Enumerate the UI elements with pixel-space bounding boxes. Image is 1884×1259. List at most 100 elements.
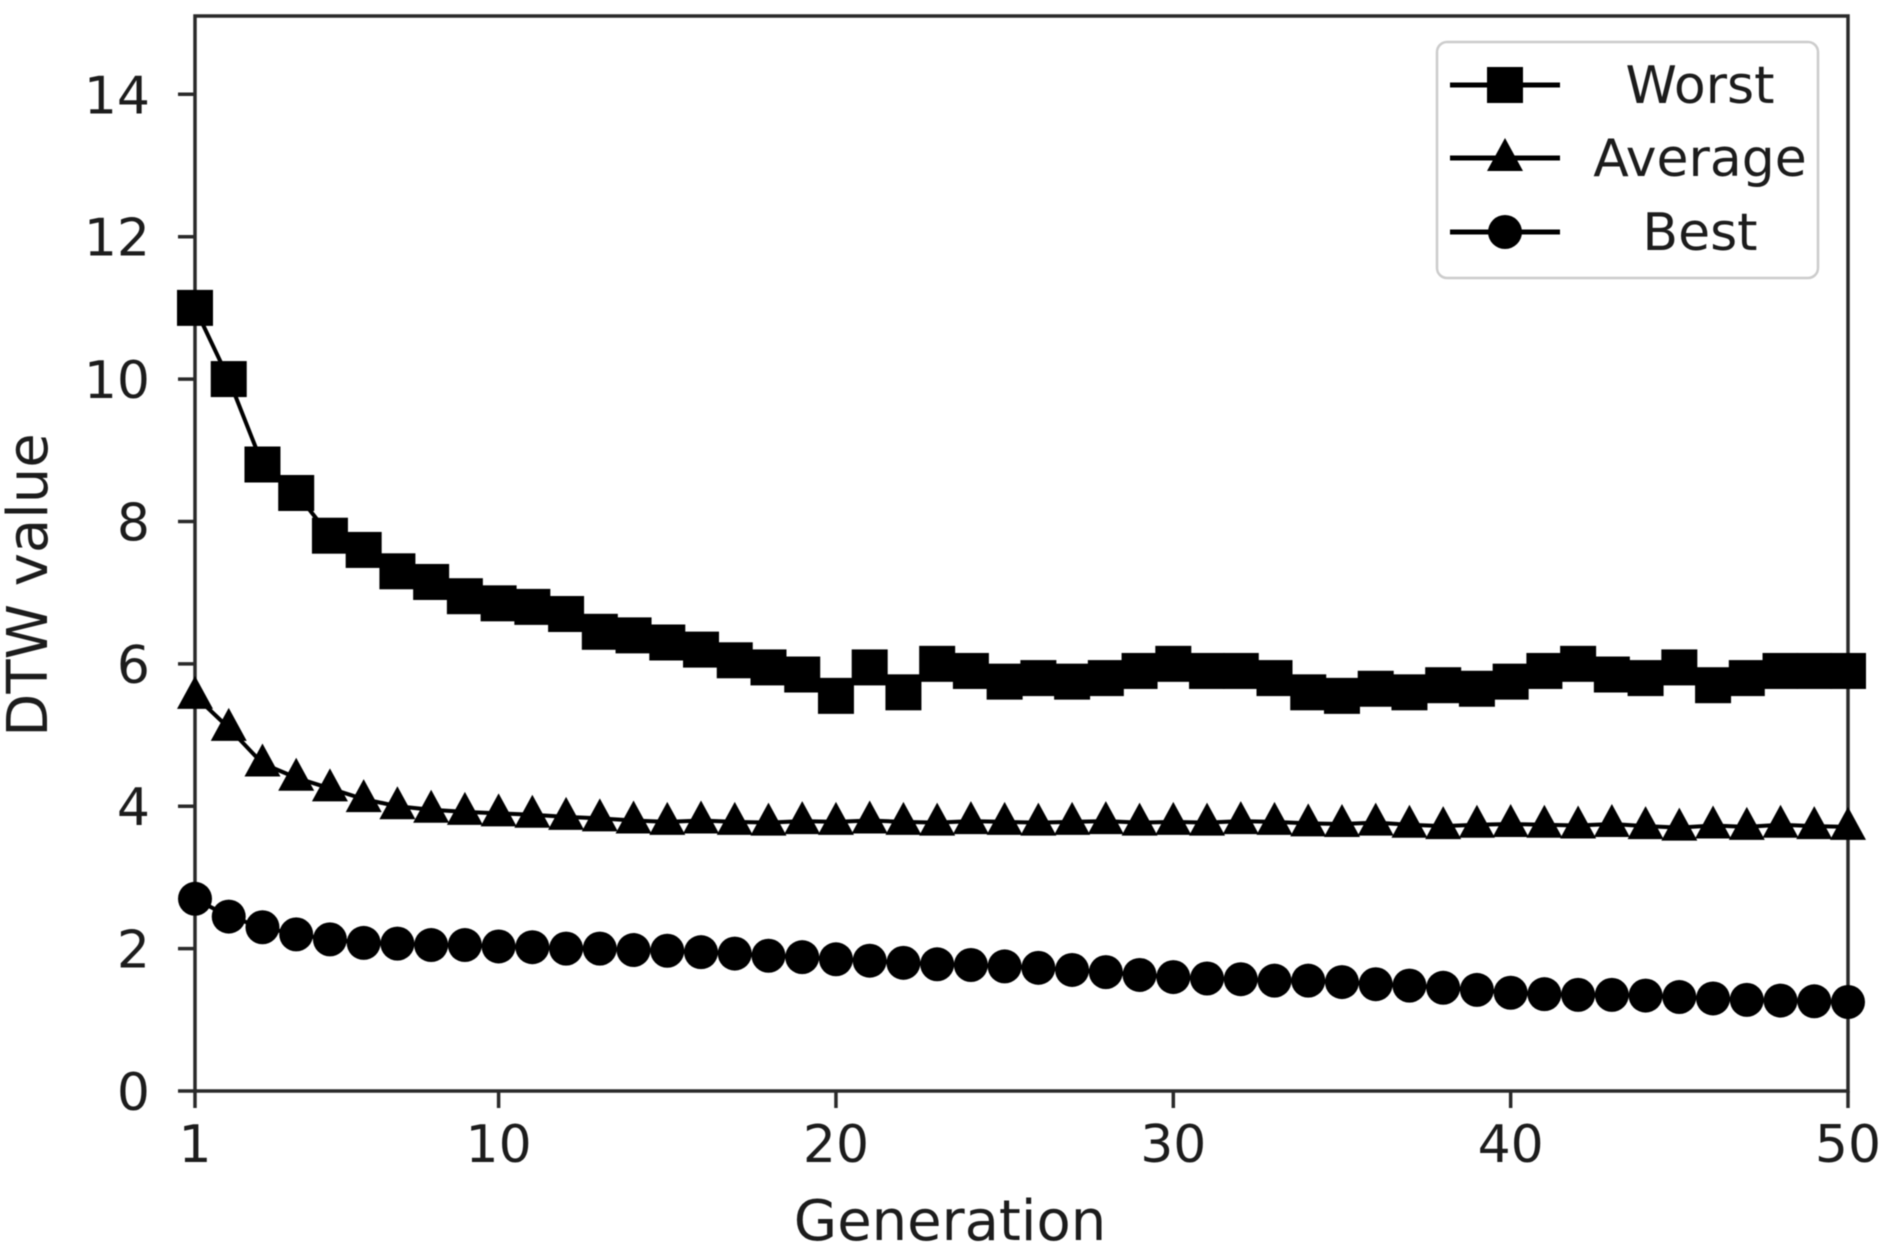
series-average-marker bbox=[1155, 801, 1192, 835]
series-best-marker bbox=[1324, 965, 1359, 1000]
legend: Worst Average Best bbox=[1435, 40, 1820, 280]
series-worst-marker bbox=[1762, 652, 1799, 689]
series-best-marker bbox=[886, 945, 921, 980]
plot-area: 0 2 4 6 8 10 12 14 1 10 20 30 40 50 Worst Average Best bbox=[84, 14, 1881, 1175]
series-best-marker bbox=[1358, 967, 1393, 1002]
series-worst-marker bbox=[919, 645, 956, 682]
series-worst-marker bbox=[1155, 645, 1192, 682]
series-best-marker bbox=[1696, 981, 1731, 1016]
x-tick-label: 20 bbox=[803, 1115, 869, 1175]
series-best-marker bbox=[279, 917, 314, 952]
series-worst-marker bbox=[244, 446, 281, 483]
legend-square-icon bbox=[1487, 67, 1523, 103]
series-worst-marker bbox=[581, 613, 618, 650]
x-axis-label: Generation bbox=[794, 1189, 1106, 1254]
legend-box bbox=[1435, 40, 1820, 280]
series-best-marker bbox=[818, 942, 853, 977]
series-average-marker bbox=[1256, 801, 1293, 835]
x-tick-label: 1 bbox=[178, 1115, 211, 1175]
series-average-marker bbox=[480, 793, 517, 827]
series-worst-marker bbox=[1391, 674, 1428, 711]
series-average-marker bbox=[919, 802, 956, 836]
y-tick-label: 12 bbox=[84, 209, 150, 269]
series-worst-marker bbox=[851, 649, 888, 686]
series-average-marker bbox=[311, 768, 348, 802]
series-average-marker bbox=[1054, 801, 1091, 835]
series-average-marker bbox=[1458, 804, 1495, 838]
series-best-marker bbox=[1223, 962, 1258, 997]
series-worst-marker bbox=[952, 652, 989, 689]
series-worst-marker bbox=[379, 553, 416, 590]
series-worst-marker bbox=[1290, 674, 1327, 711]
series-average-marker bbox=[615, 800, 652, 834]
legend-item-best: Best bbox=[1450, 203, 1758, 263]
series-average-marker bbox=[1323, 804, 1360, 838]
series-best-marker bbox=[1628, 978, 1663, 1013]
series-worst-marker bbox=[345, 531, 382, 568]
series-best-marker bbox=[1156, 960, 1191, 995]
series-worst-marker bbox=[413, 563, 450, 600]
series-average-marker bbox=[851, 800, 888, 834]
series-worst-marker bbox=[278, 474, 315, 511]
series-best-marker bbox=[515, 930, 550, 965]
series-best-marker bbox=[1561, 977, 1596, 1012]
series-best-marker bbox=[852, 943, 887, 978]
legend-label-best: Best bbox=[1642, 203, 1757, 263]
series-worst-marker bbox=[446, 578, 483, 615]
series-best-marker bbox=[312, 922, 347, 957]
series-worst-marker bbox=[683, 631, 720, 668]
y-tick-label: 10 bbox=[84, 351, 150, 411]
y-tick-label: 8 bbox=[117, 493, 150, 553]
series-average-marker bbox=[1189, 802, 1226, 836]
series-worst-marker bbox=[1222, 652, 1259, 689]
series-average-marker bbox=[1425, 806, 1462, 840]
legend-item-worst: Worst bbox=[1450, 56, 1775, 116]
series-worst-marker bbox=[649, 624, 686, 661]
series-average-line bbox=[193, 694, 1849, 830]
series-best-marker bbox=[245, 910, 280, 945]
series-average-marker bbox=[683, 800, 720, 834]
series-worst-marker bbox=[210, 361, 247, 398]
series-worst-marker bbox=[716, 642, 753, 679]
series-best-marker bbox=[1257, 963, 1292, 998]
series-average-marker bbox=[446, 791, 483, 825]
series-average-marker bbox=[1661, 807, 1698, 841]
legend-label-worst: Worst bbox=[1625, 56, 1774, 116]
series-worst-marker bbox=[885, 674, 922, 711]
series-average-marker bbox=[1695, 805, 1732, 839]
series-average-marker bbox=[210, 707, 247, 741]
series-average-marker bbox=[952, 801, 989, 835]
series-average-marker bbox=[548, 796, 585, 830]
series-average-marker bbox=[1121, 802, 1158, 836]
series-best-marker bbox=[1088, 955, 1123, 990]
series-worst-marker bbox=[311, 517, 348, 554]
series-worst-marker bbox=[1323, 677, 1360, 714]
series-best-marker bbox=[1055, 952, 1090, 987]
series-average-marker bbox=[1087, 801, 1124, 835]
series-worst-marker bbox=[1121, 652, 1158, 689]
legend-circle-icon bbox=[1488, 215, 1522, 249]
series-best-marker bbox=[1190, 961, 1225, 996]
series-average-marker bbox=[1728, 806, 1765, 840]
series-best-marker bbox=[1291, 963, 1326, 998]
series-worst-marker bbox=[1357, 670, 1394, 707]
series-average-marker bbox=[1357, 802, 1394, 836]
series-average-marker bbox=[1830, 806, 1866, 840]
series-average-marker bbox=[1222, 801, 1259, 835]
series-worst-marker bbox=[1492, 663, 1529, 700]
series-worst-marker bbox=[1695, 667, 1732, 704]
series-average-marker bbox=[345, 779, 382, 813]
series-average bbox=[177, 675, 1866, 841]
series-best-marker bbox=[178, 881, 212, 916]
y-tick-label: 2 bbox=[117, 921, 150, 981]
series-average-marker bbox=[1560, 805, 1597, 839]
series-best-marker bbox=[447, 928, 482, 963]
legend-item-average: Average bbox=[1450, 129, 1807, 189]
series-worst-marker bbox=[615, 617, 652, 654]
series-best-marker bbox=[987, 949, 1022, 984]
series-best-marker bbox=[953, 947, 988, 982]
series-average-marker bbox=[514, 794, 551, 828]
series-worst-marker bbox=[1728, 660, 1765, 697]
series-worst-marker bbox=[480, 585, 517, 622]
